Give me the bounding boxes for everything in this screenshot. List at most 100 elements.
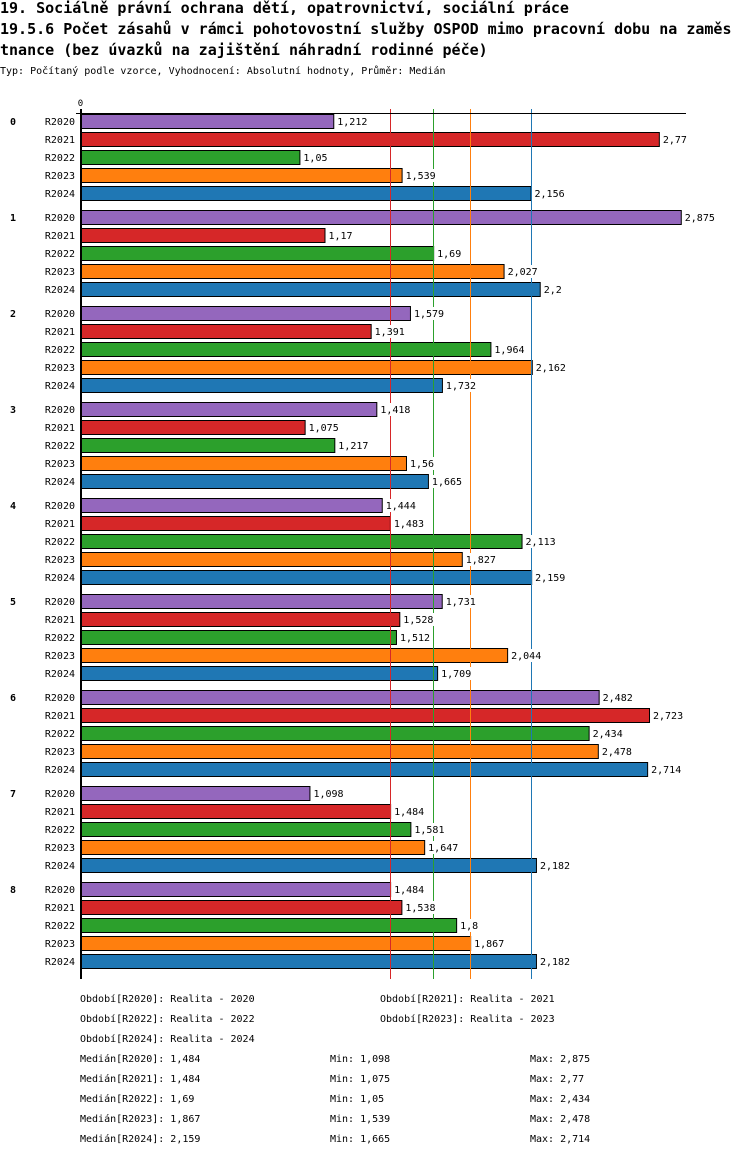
series-row-label: R2020	[45, 117, 75, 128]
legend-min-r2022: Min: 1,05	[330, 1094, 385, 1105]
data-label-bg	[311, 787, 346, 800]
legend-min-r2023: Min: 1,539	[330, 1114, 391, 1125]
bar-r2020-cat-2	[80, 306, 411, 321]
data-label-bg	[336, 439, 371, 452]
series-row-label: R2022	[45, 441, 75, 452]
series-row-label: R2020	[45, 597, 75, 608]
data-label-bg	[392, 883, 427, 896]
bar-r2022-cat-2	[80, 342, 492, 357]
data-label: 1,665	[432, 477, 462, 488]
data-label: 1,581	[414, 825, 444, 836]
category-label: 0	[10, 117, 16, 128]
bar-r2023-cat-2	[80, 360, 533, 375]
bar-r2022-cat-8	[80, 918, 458, 933]
data-label-bg	[463, 553, 498, 566]
data-label-bg	[429, 475, 464, 488]
data-label-bg	[505, 265, 540, 278]
bar-r2023-cat-8	[80, 936, 472, 951]
series-row-label: R2022	[45, 153, 75, 164]
data-label: 1,075	[309, 423, 339, 434]
series-row-label: R2023	[45, 747, 75, 758]
data-label: 1,538	[405, 903, 435, 914]
data-label-bg	[435, 247, 464, 260]
series-row-label: R2021	[45, 231, 75, 242]
data-label-bg	[392, 805, 427, 818]
data-label-bg	[599, 745, 634, 758]
bar-r2024-cat-8	[80, 954, 537, 969]
series-row-label: R2022	[45, 825, 75, 836]
data-label: 2,478	[602, 747, 632, 758]
bar-r2024-cat-0	[80, 186, 532, 201]
data-label: 1,212	[337, 117, 367, 128]
series-row-label: R2024	[45, 381, 75, 392]
data-label: 2,182	[540, 957, 570, 968]
legend-max-r2022: Max: 2,434	[530, 1094, 591, 1105]
data-label: 2,77	[663, 135, 687, 146]
bar-r2023-cat-4	[80, 552, 463, 567]
series-row-label: R2023	[45, 459, 75, 470]
data-label: 2,482	[603, 693, 633, 704]
x-tick-label: 0	[78, 99, 83, 109]
legend-median-r2021: Medián[R2021]: 1,484	[80, 1074, 201, 1085]
data-label-bg	[426, 841, 461, 854]
data-label: 1,483	[394, 519, 424, 530]
category-label: 1	[10, 213, 16, 224]
data-label: 1,867	[474, 939, 504, 950]
legend-min-r2021: Min: 1,075	[330, 1074, 391, 1085]
data-label: 2,113	[526, 537, 556, 548]
category-label: 8	[10, 885, 16, 896]
bar-r2024-cat-6	[80, 762, 649, 777]
bar-r2024-cat-7	[80, 858, 537, 873]
series-row-label: R2023	[45, 363, 75, 374]
category-label: 5	[10, 597, 16, 608]
data-label-bg	[335, 115, 370, 128]
series-row-label: R2024	[45, 957, 75, 968]
series-row-label: R2021	[45, 711, 75, 722]
legend-period-r2024: Období[R2024]: Realita - 2024	[80, 1034, 255, 1045]
data-label: 1,579	[414, 309, 444, 320]
data-label: 2,182	[540, 861, 570, 872]
series-row-label: R2021	[45, 423, 75, 434]
data-label: 1,709	[441, 669, 471, 680]
series-row-label: R2023	[45, 267, 75, 278]
bar-r2020-cat-3	[80, 402, 378, 417]
series-row-label: R2022	[45, 537, 75, 548]
data-label: 2,2	[544, 285, 562, 296]
data-label-bg	[523, 535, 558, 548]
bar-r2022-cat-1	[80, 246, 435, 261]
data-label-bg	[600, 691, 635, 704]
bar-r2024-cat-4	[80, 570, 533, 585]
data-label-bg	[533, 361, 568, 374]
bar-r2020-cat-7	[80, 786, 311, 801]
legend-period-r2023: Období[R2023]: Realita - 2023	[380, 1014, 555, 1025]
data-label-bg	[372, 325, 407, 338]
bar-r2022-cat-6	[80, 726, 590, 741]
bar-r2020-cat-4	[80, 498, 383, 513]
series-row-label: R2020	[45, 693, 75, 704]
bar-r2021-cat-7	[80, 804, 392, 819]
data-label: 1,391	[375, 327, 405, 338]
data-label-bg	[397, 631, 432, 644]
data-label-bg	[401, 613, 436, 626]
data-label-bg	[306, 421, 341, 434]
data-label-bg	[383, 499, 418, 512]
data-label-bg	[649, 763, 684, 776]
data-label-bg	[443, 379, 478, 392]
data-label-bg	[682, 211, 717, 224]
data-label-bg	[412, 823, 447, 836]
category-label: 4	[10, 501, 16, 512]
data-label-bg	[439, 667, 474, 680]
legend-max-r2021: Max: 2,77	[530, 1074, 585, 1085]
data-label: 2,723	[653, 711, 683, 722]
bar-r2022-cat-0	[80, 150, 301, 165]
data-label-bg	[403, 169, 438, 182]
bar-r2023-cat-5	[80, 648, 509, 663]
bar-r2021-cat-5	[80, 612, 401, 627]
bar-r2024-cat-1	[80, 282, 541, 297]
data-label: 1,217	[338, 441, 368, 452]
bar-r2022-cat-7	[80, 822, 412, 837]
data-label: 2,875	[685, 213, 715, 224]
data-label: 1,098	[313, 789, 343, 800]
data-label-bg	[407, 457, 436, 470]
